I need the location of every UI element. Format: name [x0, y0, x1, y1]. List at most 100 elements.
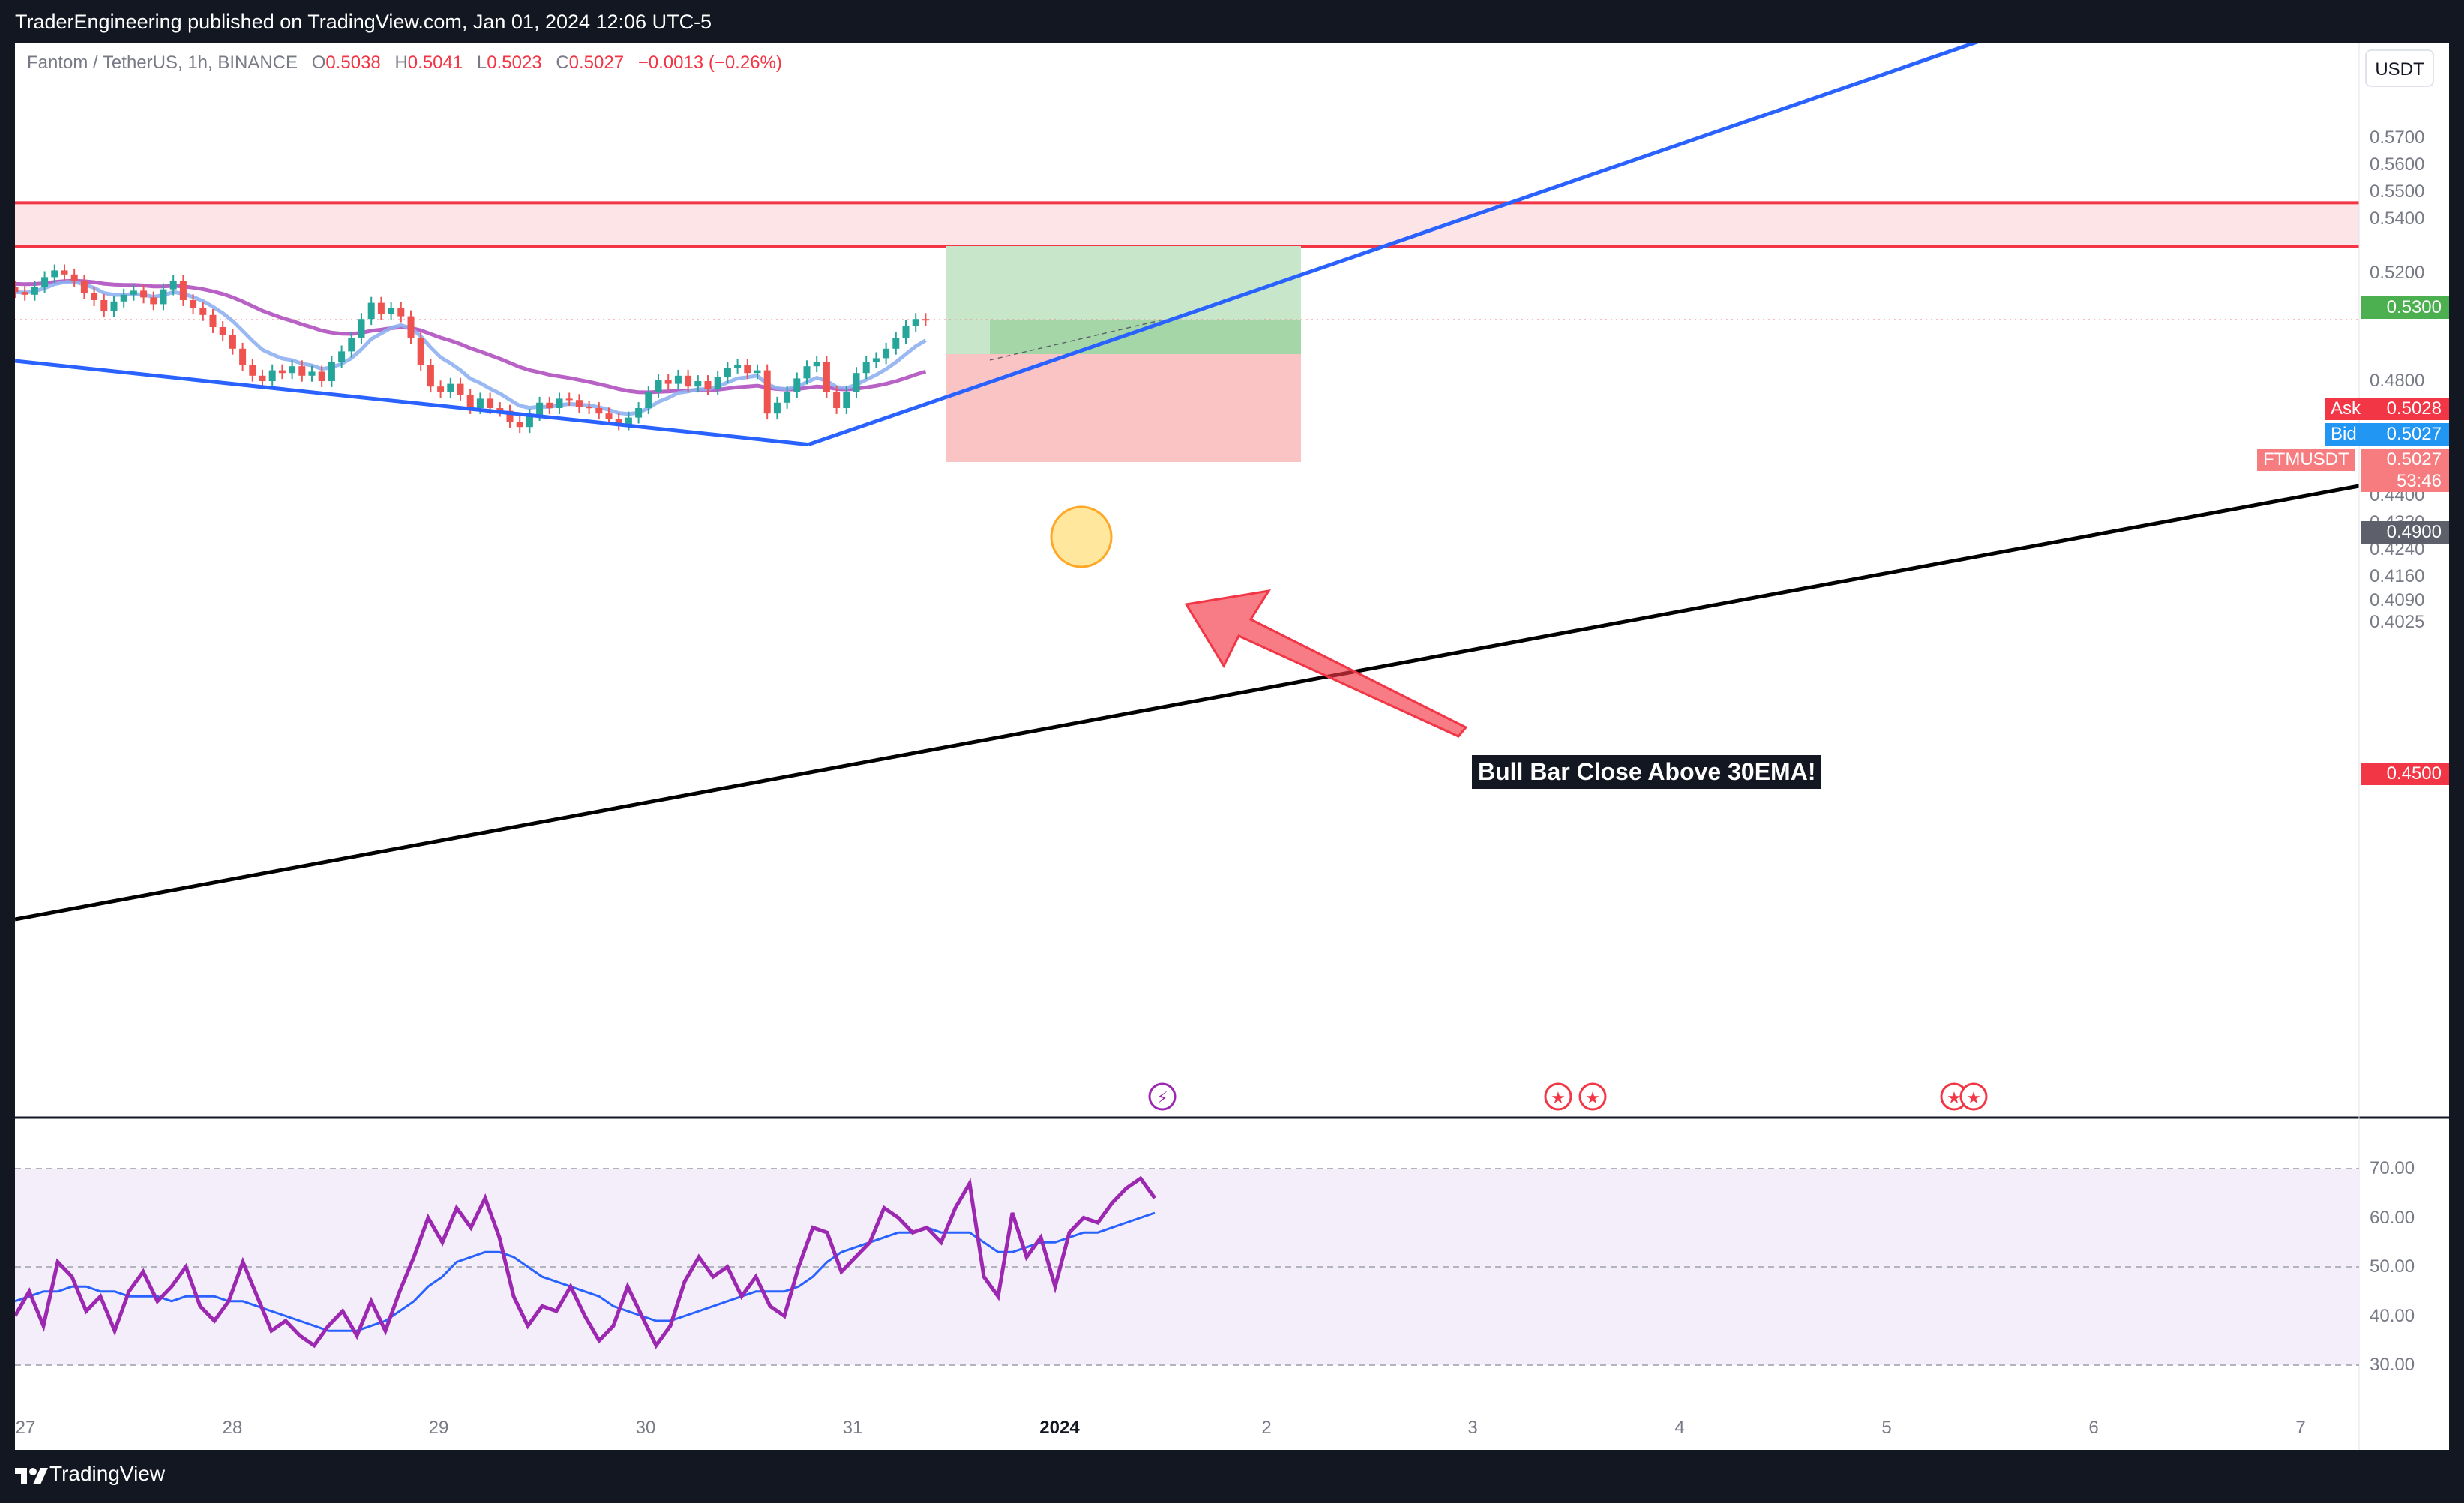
time-tick: 3 — [1467, 1418, 1478, 1438]
price-tick: 0.5400 — [2370, 208, 2425, 229]
candle-body — [793, 378, 801, 392]
candle-body — [437, 386, 445, 392]
resistance-zone — [15, 202, 2359, 246]
candle — [289, 360, 296, 380]
candle — [407, 310, 415, 344]
candle-body — [140, 290, 148, 298]
candle — [278, 364, 286, 380]
time-tick: 27 — [15, 1418, 36, 1438]
time-tick: 30 — [635, 1418, 656, 1438]
candle-body — [80, 280, 88, 293]
candle-body — [219, 327, 226, 335]
symbol-title[interactable]: Fantom / TetherUS, 1h, BINANCE — [27, 52, 298, 73]
candle — [268, 364, 276, 387]
us-flag-event-icon: ★ — [1544, 1082, 1572, 1111]
last-price-label: 0.5027 — [2361, 448, 2449, 471]
candle-body — [714, 376, 721, 389]
rsi-tick: 60.00 — [2370, 1207, 2415, 1228]
candle — [377, 296, 385, 320]
us-flag-event-icon-ring — [1544, 1082, 1572, 1111]
price-tick: 0.5200 — [2370, 262, 2425, 283]
lightning-event-icon-glyph: ⚡ — [1156, 1089, 1168, 1108]
bar-countdown: 53:46 — [2361, 471, 2449, 492]
candle-body — [388, 308, 395, 314]
price-tick: 0.4025 — [2370, 611, 2425, 632]
annotation-arrow — [1184, 589, 1468, 738]
resistance-price-label: 0.5300 — [2361, 296, 2449, 319]
candle — [31, 280, 38, 301]
candle — [645, 386, 652, 414]
symbol-legend[interactable]: Fantom / TetherUS, 1h, BINANCE O0.5038 H… — [27, 52, 782, 74]
time-tick: 7 — [2295, 1418, 2306, 1438]
candle-body — [813, 362, 820, 367]
time-tick: 5 — [1881, 1418, 1892, 1438]
candle-body — [328, 362, 335, 381]
us-flag-event-icon-glyph: ★ — [1966, 1089, 1981, 1108]
candle-body — [51, 270, 58, 278]
candle-body — [130, 290, 137, 295]
candle — [140, 284, 148, 304]
candle-body — [724, 368, 731, 377]
close-value: 0.5027 — [568, 52, 625, 73]
candle-body — [308, 371, 316, 376]
candle — [862, 356, 870, 380]
candle — [70, 268, 78, 287]
candle-body — [289, 366, 296, 374]
candle-body — [377, 302, 385, 314]
candle — [685, 369, 692, 393]
candle-body — [229, 334, 236, 349]
candle-body — [694, 381, 702, 387]
time-tick: 2024 — [1039, 1418, 1080, 1438]
candle — [21, 286, 28, 301]
candle — [635, 402, 643, 424]
candle — [912, 313, 919, 332]
lightning-event-icon: ⚡ — [1148, 1082, 1177, 1111]
candle-body — [615, 418, 622, 424]
candle — [506, 404, 514, 428]
candle — [704, 375, 712, 395]
rising-trendline — [808, 44, 1979, 446]
candle-body — [31, 286, 38, 295]
candle — [586, 400, 593, 414]
candle — [714, 370, 721, 395]
tradingview-logo-icon — [15, 1468, 48, 1484]
candle-body — [91, 293, 98, 300]
candle-body — [190, 300, 197, 308]
candle — [902, 320, 910, 344]
price-chart[interactable]: ⚡ ★ ★ ★ ★ — [15, 44, 2449, 1450]
candle — [922, 313, 929, 326]
candle — [417, 332, 424, 371]
candle-body — [407, 316, 415, 338]
candle-body — [546, 402, 553, 408]
stop-price-label: 0.4500 — [2361, 763, 2449, 785]
us-flag-event-icon-ring — [1578, 1082, 1607, 1111]
candle-body — [61, 270, 68, 274]
candle — [427, 358, 434, 393]
chart-frame[interactable]: ⚡ ★ ★ ★ ★ Fantom / TetherUS, 1h, BINANCE O0.… — [15, 44, 2449, 1450]
falling-trendline — [15, 358, 809, 447]
annotation-text[interactable]: Bull Bar Close Above 30EMA! — [1471, 754, 1823, 790]
candle — [298, 360, 306, 382]
candle — [328, 356, 335, 387]
candle-body — [476, 398, 484, 408]
candle-body — [526, 415, 533, 428]
candle-body — [664, 380, 672, 384]
candle-body — [298, 366, 306, 376]
us-flag-event-icon: ★ — [1959, 1082, 1988, 1111]
candle — [813, 356, 820, 373]
candle-body — [259, 375, 266, 381]
high-value: 0.5041 — [407, 52, 463, 73]
candle-body — [823, 362, 830, 392]
candle-body — [674, 375, 682, 384]
price-tick: 0.5600 — [2370, 154, 2425, 175]
candle-body — [565, 398, 573, 400]
candle-body — [902, 326, 910, 338]
candle-body — [100, 300, 108, 311]
rsi-tick: 70.00 — [2370, 1158, 2415, 1178]
bid-price-label: 0.5027 — [2361, 423, 2449, 446]
candle — [803, 360, 811, 385]
candle — [169, 274, 177, 296]
candle-body — [754, 370, 761, 374]
currency-button[interactable]: USDT — [2365, 50, 2434, 87]
symbol-price-tag: FTMUSDT — [2257, 448, 2355, 471]
